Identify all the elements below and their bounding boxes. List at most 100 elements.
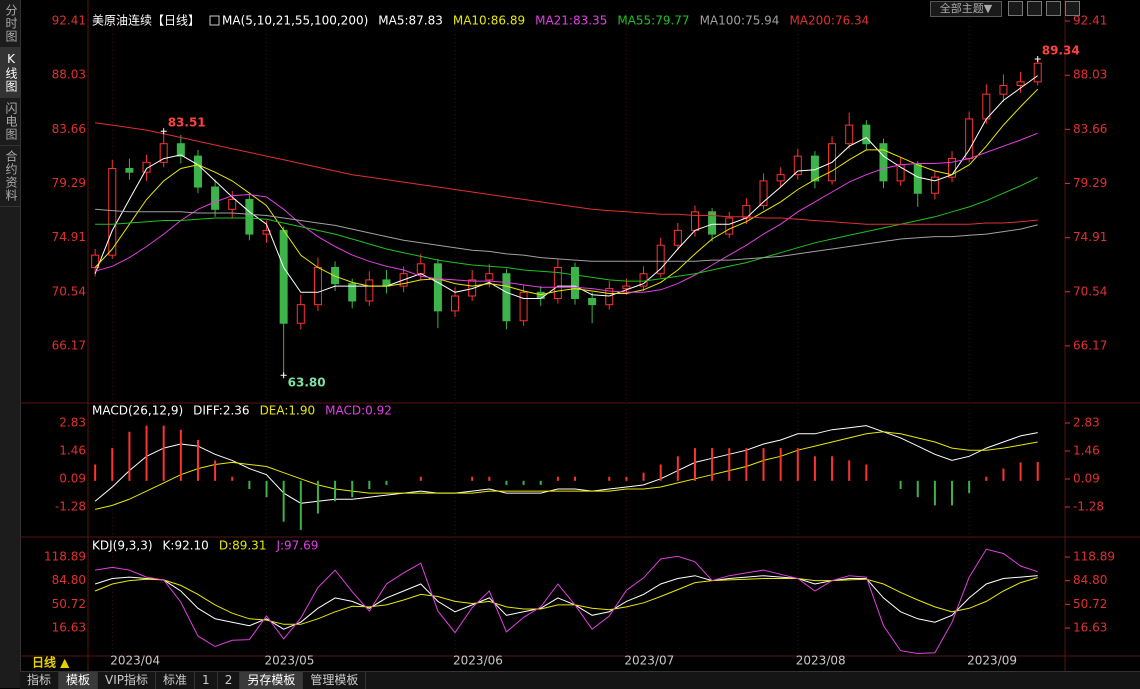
series-line xyxy=(94,577,1038,625)
candle-body xyxy=(193,155,202,188)
candle-body xyxy=(656,244,665,275)
y-tick-label: 74.91 xyxy=(52,230,86,244)
legend-item: MACD:0.92 xyxy=(325,404,392,418)
legend-item: MA200:76.34 xyxy=(789,14,869,28)
y-tick-label: 50.72 xyxy=(1073,597,1107,611)
series-line xyxy=(94,75,1038,299)
candle-body xyxy=(588,297,597,306)
annotation-marker xyxy=(280,372,287,379)
candle-body xyxy=(862,124,871,145)
candle-body xyxy=(708,211,717,235)
y-tick-label: 50.72 xyxy=(52,597,86,611)
candle-body xyxy=(571,267,579,299)
candle-body xyxy=(331,267,340,285)
legend-item: MA(5,10,21,55,100,200) xyxy=(222,14,368,28)
side-tab[interactable]: 分时图 xyxy=(0,0,20,48)
candle-body xyxy=(536,291,545,299)
y-tick-label: -1.28 xyxy=(1073,499,1104,513)
candle-body xyxy=(759,180,768,207)
candle-body xyxy=(485,273,494,281)
candle-body xyxy=(519,291,528,322)
bottom-tab[interactable]: 管理模板 xyxy=(303,672,367,689)
candle-body xyxy=(313,267,322,306)
candle-body xyxy=(930,176,939,194)
side-tab[interactable]: 合约资料 xyxy=(0,146,20,207)
period[interactable]: 日线 ▲ xyxy=(32,655,70,670)
icon[interactable] xyxy=(1008,1,1023,16)
legend-item: MA55:79.77 xyxy=(617,14,689,28)
candle-body xyxy=(142,161,151,173)
bottom-tab[interactable]: 1 xyxy=(195,672,218,689)
annotation: 63.80 xyxy=(288,376,326,390)
bottom-tab[interactable]: 模板 xyxy=(59,672,99,689)
candle-body xyxy=(1016,81,1025,87)
bottom-tab[interactable]: 另存模板 xyxy=(240,672,304,689)
y-tick-label: 16.63 xyxy=(1073,621,1107,635)
series-line xyxy=(94,88,1039,296)
annotation-marker xyxy=(1034,56,1041,63)
candle-body xyxy=(296,304,305,324)
candle-body xyxy=(639,273,648,287)
y-tick-label: -1.28 xyxy=(55,499,86,513)
x-tick-label: 2023/05 xyxy=(265,654,315,668)
x-tick-label: 2023/08 xyxy=(796,654,846,668)
candle-body xyxy=(673,229,682,246)
candle-body xyxy=(982,93,991,120)
y-tick-label: 70.54 xyxy=(1073,284,1107,298)
sidebar: 分时图 K线图 闪电图 合约资料 xyxy=(0,0,21,688)
candle-body xyxy=(228,198,237,210)
series-line xyxy=(94,425,1038,504)
bottom-tab[interactable]: 指标 xyxy=(20,672,60,689)
candle-body xyxy=(468,279,477,297)
series-line xyxy=(95,122,1038,225)
candle-body xyxy=(879,143,888,182)
annotation: 83.51 xyxy=(168,116,206,130)
candle-body xyxy=(999,85,1008,95)
legend-item: DEA:1.90 xyxy=(260,404,316,418)
y-tick-label: 88.03 xyxy=(1073,68,1107,82)
candle-body xyxy=(125,167,134,173)
y-tick-label: 83.66 xyxy=(52,122,86,136)
series-line xyxy=(94,431,1038,510)
candle-body xyxy=(451,295,460,312)
icon[interactable] xyxy=(1065,1,1080,16)
candle-body xyxy=(845,124,854,145)
y-tick-label: 70.54 xyxy=(52,284,86,298)
icon[interactable] xyxy=(1027,1,1042,16)
icon[interactable] xyxy=(1046,1,1061,16)
series-line xyxy=(95,548,1038,655)
candle-body xyxy=(176,143,185,157)
candle-body xyxy=(245,198,254,235)
bottom-tab[interactable]: VIP指标 xyxy=(98,672,157,689)
side-tab[interactable]: 闪电图 xyxy=(0,98,20,146)
y-tick-label: 0.09 xyxy=(1073,471,1100,485)
y-tick-label: 1.46 xyxy=(1073,443,1100,457)
candle-body xyxy=(159,143,168,163)
legend-item: J:97.69 xyxy=(275,539,318,553)
candle-body xyxy=(365,279,374,302)
y-tick-label: 92.41 xyxy=(1073,14,1107,28)
theme-button[interactable]: 全部主题▼ xyxy=(930,1,1002,17)
series-line xyxy=(95,208,1038,262)
y-tick-label: 92.41 xyxy=(52,14,86,28)
legend-item: K:92.10 xyxy=(163,539,209,553)
legend-item: MA21:83.35 xyxy=(535,14,607,28)
y-tick-label: 2.83 xyxy=(59,415,86,429)
annotation: 89.34 xyxy=(1042,44,1080,58)
bottom-tab[interactable]: 标准 xyxy=(156,672,196,689)
y-tick-label: 118.89 xyxy=(1073,550,1115,564)
y-tick-label: 1.46 xyxy=(59,443,86,457)
y-tick-label: 0.09 xyxy=(59,471,86,485)
x-tick-label: 2023/04 xyxy=(110,654,160,668)
legend-item: MA10:86.89 xyxy=(453,14,525,28)
candle-body xyxy=(108,167,117,256)
y-tick-label: 66.17 xyxy=(1073,338,1107,352)
candle-body xyxy=(211,186,220,210)
bottom-tab[interactable]: 2 xyxy=(218,672,241,689)
legend-item: KDJ(9,3,3) xyxy=(92,539,153,553)
side-tab[interactable]: K线图 xyxy=(0,48,20,98)
y-tick-label: 66.17 xyxy=(52,338,86,352)
candle-body xyxy=(348,283,357,302)
y-tick-label: 74.91 xyxy=(1073,230,1107,244)
